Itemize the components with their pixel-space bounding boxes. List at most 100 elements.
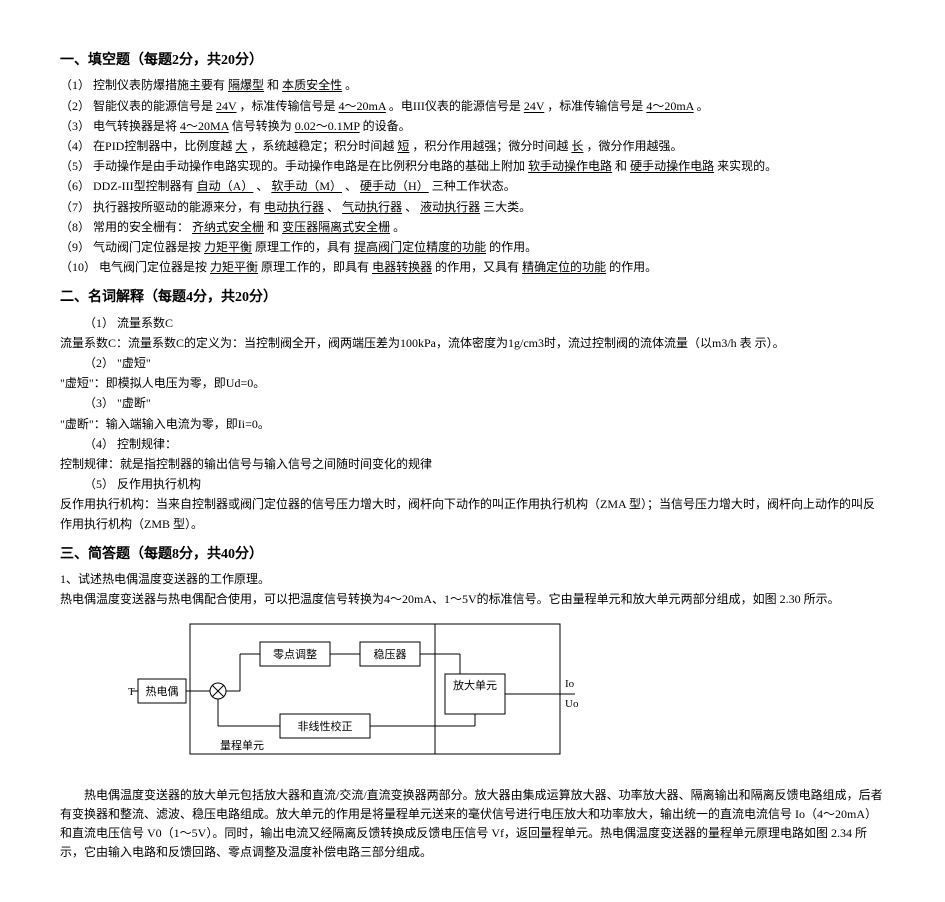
q1-2: （2） 智能仪表的能源信号是 24V ，标准传输信号是 4～20mA 。电III…: [60, 97, 885, 116]
txt: 。: [393, 220, 405, 234]
txt: 来实现的。: [717, 159, 777, 173]
txt: 和: [267, 220, 279, 234]
blank: 隔爆型: [228, 78, 264, 92]
txt: 电气阀门定位器是按: [99, 260, 207, 274]
txt: ，微分作用越强。: [586, 139, 682, 153]
q1-1: （1） 控制仪表防爆措施主要有 隔爆型 和 本质安全性 。: [60, 76, 885, 95]
lbl-vreg: 稳压器: [374, 647, 407, 661]
blank: 提高阀门定位精度的功能: [354, 240, 486, 254]
s2-1-def: 流量系数C：流量系数C的定义为：当控制阀全开，阀两端压差为100kPa，流体密度…: [60, 334, 885, 353]
num: （2）: [84, 356, 114, 370]
s2-4-def: 控制规律：就是指控制器的输出信号与输入信号之间随时间变化的规律: [60, 455, 885, 474]
txt: 、: [256, 179, 268, 193]
num: （7）: [60, 200, 90, 214]
label: "虚断": [117, 396, 151, 410]
txt: ，标准传输信号是: [547, 99, 643, 113]
blank: 24V: [216, 99, 236, 113]
num: （2）: [60, 99, 90, 113]
txt: 控制仪表防爆措施主要有: [93, 78, 225, 92]
s2-2-def: "虚短"：即模拟人电压为零，即Ud=0。: [60, 374, 885, 393]
blank: 电器转换器: [372, 260, 432, 274]
txt: 执行器按所驱动的能源来分，有: [93, 200, 261, 214]
lbl-T: T: [128, 686, 135, 698]
s3-q1-line1: 热电偶温度变送器与热电偶配合使用，可以把温度信号转换为4～20mA、1～5V的标…: [60, 590, 885, 609]
q1-7: （7） 执行器按所驱动的能源来分，有 电动执行器 、 气动执行器 、 液动执行器…: [60, 198, 885, 217]
q1-10: （10） 电气阀门定位器是按 力矩平衡 原理工作的，即具有 电器转换器 的作用，…: [60, 258, 885, 277]
txt: 、: [405, 200, 417, 214]
txt: DDZ-III型控制器有: [93, 179, 194, 193]
num: （8）: [60, 220, 90, 234]
s2-2: （2） "虚短": [84, 354, 885, 373]
txt: 原理工作的，具有: [255, 240, 351, 254]
txt: 信号转换为: [232, 119, 292, 133]
num: （10）: [60, 260, 96, 274]
txt: ，标准传输信号是: [239, 99, 335, 113]
txt: 智能仪表的能源信号是: [93, 99, 213, 113]
blank: 自动（A）: [197, 179, 254, 193]
num: （1）: [60, 78, 90, 92]
s3-q1-title: 1、试述热电偶温度变送器的工作原理。: [60, 570, 885, 589]
num: （4）: [60, 139, 90, 153]
blank: 硬手动（H）: [360, 179, 429, 193]
section2-title: 二、名词解释（每题4分，共20分）: [60, 287, 885, 309]
txt: 的作用。: [609, 260, 657, 274]
blank: 4～20mA: [646, 99, 693, 113]
num: （4）: [84, 437, 114, 451]
num: （5）: [60, 159, 90, 173]
s2-3-def: "虚断"：输入端输入电流为零，即Ii=0。: [60, 415, 885, 434]
num: （3）: [84, 396, 114, 410]
txt: 和: [615, 159, 627, 173]
num: （6）: [60, 179, 90, 193]
s2-5-def: 反作用执行机构：当来自控制器或阀门定位器的信号压力增大时，阀杆向下动作的叫正作用…: [60, 495, 885, 533]
q1-6: （6） DDZ-III型控制器有 自动（A） 、 软手动（M） 、 硬手动（H）…: [60, 177, 885, 196]
section1-title: 一、填空题（每题2分，共20分）: [60, 50, 885, 72]
lbl-nonlin: 非线性校正: [298, 719, 353, 733]
blank: 大: [235, 139, 247, 153]
txt: 。电III仪表的能源信号是: [389, 99, 521, 113]
q1-8: （8） 常用的安全栅有： 齐纳式安全栅 和 变压器隔离式安全栅 。: [60, 218, 885, 237]
s2-5: （5） 反作用执行机构: [84, 475, 885, 494]
blank: 变压器隔离式安全栅: [282, 220, 390, 234]
blank: 液动执行器: [420, 200, 480, 214]
lbl-range: 量程单元: [220, 739, 264, 752]
txt: 常用的安全栅有：: [93, 220, 189, 234]
num: （1）: [84, 316, 114, 330]
txt: 。: [345, 78, 357, 92]
lbl-Io: Io: [565, 678, 575, 690]
txt: 三大类。: [483, 200, 531, 214]
txt: 的设备。: [363, 119, 411, 133]
blank: 本质安全性: [282, 78, 342, 92]
txt: 的作用，又具有: [435, 260, 519, 274]
txt: ，系统越稳定；积分时间越: [250, 139, 394, 153]
label: "虚短": [117, 356, 151, 370]
blank: 软手动操作电路: [528, 159, 612, 173]
label: 控制规律：: [117, 437, 177, 451]
label: 流量系数C: [117, 316, 173, 330]
txt: 三种工作状态。: [432, 179, 516, 193]
num: （3）: [60, 119, 90, 133]
blank: 力矩平衡: [204, 240, 252, 254]
txt: ，积分作用越强；微分时间越: [412, 139, 568, 153]
q1-3: （3） 电气转换器是将 4～20MA 信号转换为 0.02～0.1MP 的设备。: [60, 117, 885, 136]
blank: 软手动（M）: [271, 179, 342, 193]
blank: 齐纳式安全栅: [192, 220, 264, 234]
txt: 电气转换器是将: [93, 119, 177, 133]
s3-q1-para: 热电偶温度变送器的放大单元包括放大器和直流/交流/直流变换器两部分。放大器由集成…: [60, 786, 885, 863]
blank: 短: [397, 139, 409, 153]
label: 反作用执行机构: [117, 477, 201, 491]
txt: 、: [345, 179, 357, 193]
s2-1: （1） 流量系数C: [84, 314, 885, 333]
txt: 和: [267, 78, 279, 92]
txt: 在PID控制器中，比例度越: [93, 139, 232, 153]
num: （9）: [60, 240, 90, 254]
section3-title: 三、简答题（每题8分，共40分）: [60, 544, 885, 566]
lbl-zero: 零点调整: [273, 647, 317, 661]
blank: 4～20MA: [180, 119, 229, 133]
num: （5）: [84, 477, 114, 491]
blank: 24V: [524, 99, 544, 113]
blank: 硬手动操作电路: [630, 159, 714, 173]
blank: 气动执行器: [342, 200, 402, 214]
blank: 精确定位的功能: [522, 260, 606, 274]
txt: 原理工作的，即具有: [261, 260, 369, 274]
blank: 长: [571, 139, 583, 153]
